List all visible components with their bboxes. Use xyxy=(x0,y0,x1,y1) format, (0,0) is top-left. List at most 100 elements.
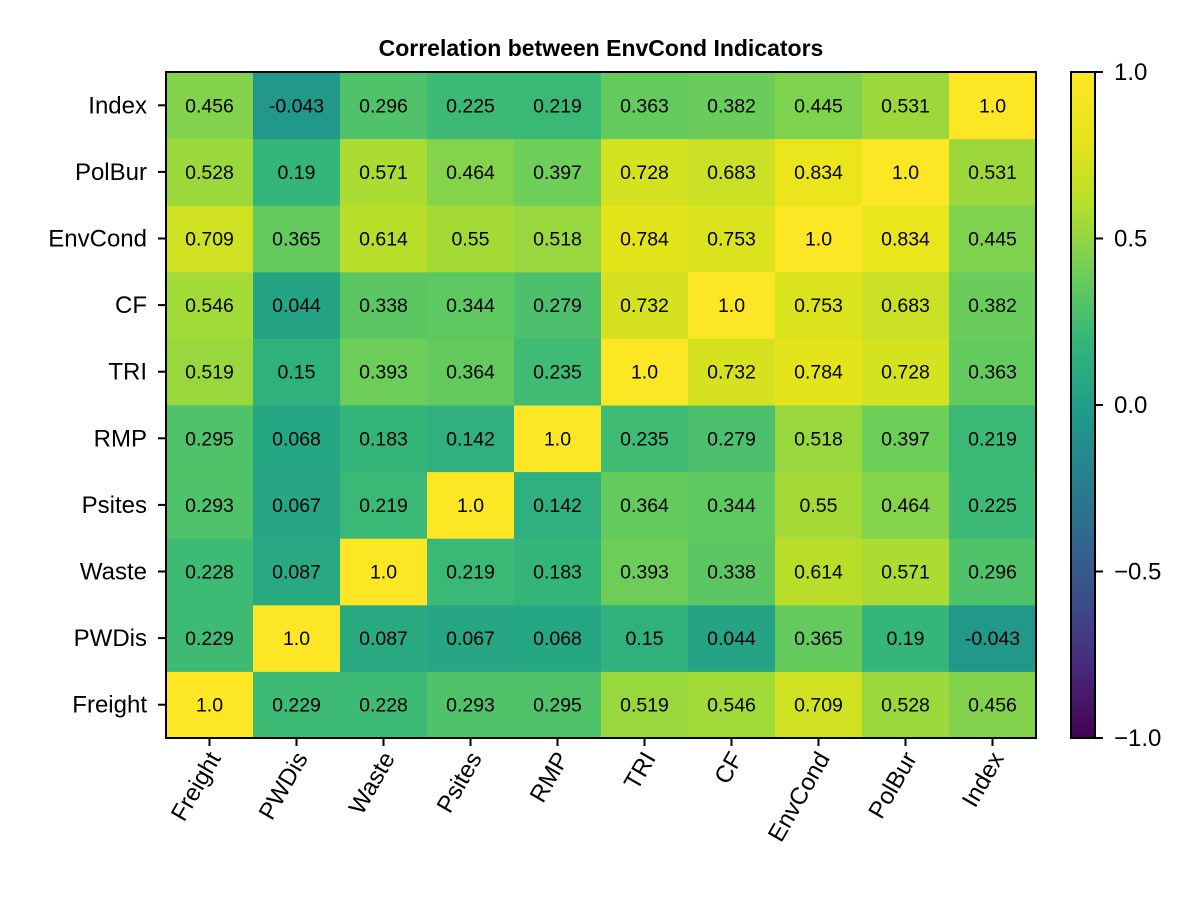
heatmap-cell xyxy=(427,205,515,273)
cell-value-label: 0.225 xyxy=(968,495,1017,517)
cell-value-label: 0.382 xyxy=(707,95,756,117)
heatmap-cell xyxy=(253,604,341,672)
cell-value-label: 0.293 xyxy=(446,695,495,717)
cell-value-label: 0.15 xyxy=(626,628,664,650)
colorbar-tick-label: 0.5 xyxy=(1114,226,1147,253)
heatmap-cell xyxy=(949,471,1037,539)
cell-value-label: 0.397 xyxy=(881,428,930,450)
colorbar-tick-label: 0.0 xyxy=(1114,392,1147,419)
cell-value-label: 0.732 xyxy=(620,295,669,317)
cell-value-label: 0.397 xyxy=(533,162,582,184)
heatmap-cell xyxy=(601,538,689,606)
heatmap-cell xyxy=(949,405,1037,473)
heatmap-cell xyxy=(340,72,428,140)
cell-value-label: 0.445 xyxy=(968,229,1017,251)
heatmap-cell xyxy=(166,138,254,206)
cell-value-label: 0.295 xyxy=(533,695,582,717)
heatmap-cell xyxy=(688,205,776,273)
y-tick-label: Index xyxy=(88,92,147,119)
heatmap-cell xyxy=(949,671,1037,739)
cell-value-label: 0.338 xyxy=(707,562,756,584)
heatmap-cell xyxy=(601,405,689,473)
x-tick-label: PolBur xyxy=(863,748,922,824)
heatmap-cell xyxy=(862,471,950,539)
heatmap-cell xyxy=(340,538,428,606)
heatmap-cell xyxy=(253,271,341,339)
heatmap-cell xyxy=(427,671,515,739)
heatmap-cell xyxy=(775,271,863,339)
heatmap-cell xyxy=(166,671,254,739)
heatmap-cell xyxy=(427,604,515,672)
heatmap-cell xyxy=(166,471,254,539)
heatmap-cell xyxy=(862,205,950,273)
heatmap-cell xyxy=(253,72,341,140)
cell-value-label: 0.834 xyxy=(881,229,930,251)
heatmap-cell xyxy=(949,72,1037,140)
x-tick-label: Index xyxy=(957,748,1010,812)
heatmap-cell xyxy=(166,205,254,273)
cell-value-label: 0.068 xyxy=(533,628,582,650)
cell-value-label: 0.067 xyxy=(446,628,495,650)
cell-value-label: 0.044 xyxy=(707,628,756,650)
cell-value-label: 0.235 xyxy=(533,362,582,384)
cell-value-label: 0.464 xyxy=(446,162,495,184)
heatmap-cell xyxy=(427,138,515,206)
y-tick-label: Psites xyxy=(82,492,147,519)
cell-value-label: 0.344 xyxy=(707,495,756,517)
heatmap-cell xyxy=(862,338,950,406)
cell-value-label: 0.732 xyxy=(707,362,756,384)
colorbar-tick-label: −0.5 xyxy=(1114,559,1161,586)
x-tick-label: Psites xyxy=(432,748,488,818)
cell-value-label: 0.728 xyxy=(881,362,930,384)
x-tick-label: RMP xyxy=(525,748,575,808)
cell-value-label: 0.683 xyxy=(881,295,930,317)
heatmap-cell xyxy=(775,138,863,206)
heatmap-cell xyxy=(514,538,602,606)
heatmap-cell xyxy=(688,538,776,606)
heatmap-cell xyxy=(601,271,689,339)
heatmap-cell xyxy=(688,604,776,672)
cell-value-label: 0.142 xyxy=(446,428,495,450)
heatmap-cell xyxy=(514,604,602,672)
cell-value-label: 0.229 xyxy=(185,628,234,650)
heatmap-cell xyxy=(775,538,863,606)
heatmap-cell xyxy=(166,604,254,672)
heatmap-cell xyxy=(688,271,776,339)
cell-value-label: 0.571 xyxy=(881,562,930,584)
heatmap-cell xyxy=(688,471,776,539)
colorbar-tick-label: 1.0 xyxy=(1114,59,1147,86)
y-tick-label: Waste xyxy=(80,559,147,586)
heatmap-cell xyxy=(688,72,776,140)
cell-value-label: 0.784 xyxy=(794,362,843,384)
y-tick-label: PolBur xyxy=(75,159,147,186)
heatmap-cell xyxy=(427,271,515,339)
heatmap-cell xyxy=(253,205,341,273)
cell-value-label: 0.225 xyxy=(446,95,495,117)
chart-title: Correlation between EnvCond Indicators xyxy=(379,35,824,61)
y-tick-label: PWDis xyxy=(74,625,147,652)
cell-value-label: 0.519 xyxy=(185,362,234,384)
heatmap-cell xyxy=(514,72,602,140)
heatmap-cell xyxy=(601,138,689,206)
heatmap-cell xyxy=(340,338,428,406)
cell-value-label: 0.067 xyxy=(272,495,321,517)
heatmap-cell xyxy=(862,138,950,206)
heatmap-cell xyxy=(514,405,602,473)
y-axis: Freight PWDis Waste Psites RMP TRI CF EnvCond Po… xyxy=(48,92,166,719)
heatmap-cell xyxy=(688,138,776,206)
cell-value-label: 0.834 xyxy=(794,162,843,184)
x-tick-label: EnvCond xyxy=(763,748,836,847)
heatmap-cell xyxy=(340,138,428,206)
cell-value-label: 1.0 xyxy=(631,362,658,384)
heatmap-cell xyxy=(166,405,254,473)
x-tick-label: Freight xyxy=(166,747,227,825)
cell-value-label: 0.55 xyxy=(452,229,490,251)
cell-value-label: 0.295 xyxy=(185,428,234,450)
heatmap-cells xyxy=(166,72,1037,739)
heatmap-cell xyxy=(253,471,341,539)
cell-value-label: 0.229 xyxy=(272,695,321,717)
heatmap-cell xyxy=(949,138,1037,206)
heatmap-cell xyxy=(514,338,602,406)
cell-value-label: 0.19 xyxy=(278,162,316,184)
heatmap-cell xyxy=(514,205,602,273)
